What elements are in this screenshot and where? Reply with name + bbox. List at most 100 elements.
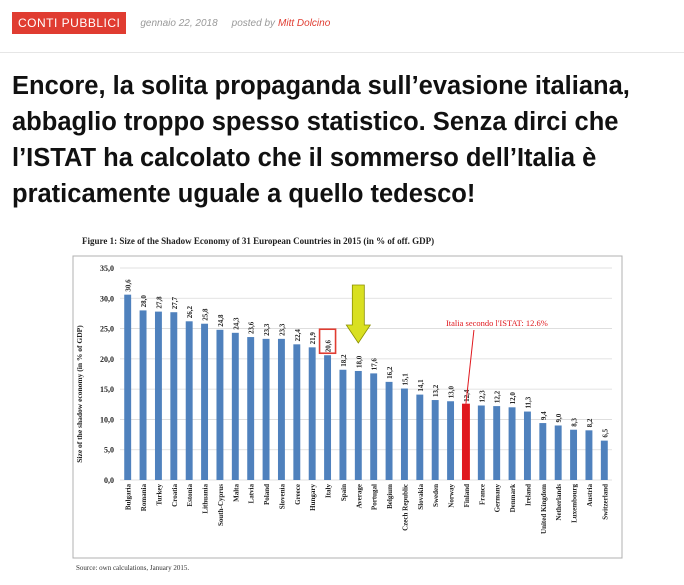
- y-axis-label: Size of the shadow economy (in % of GDP): [75, 325, 84, 463]
- x-category-label: Slovenia: [278, 484, 286, 510]
- bar: [247, 337, 255, 480]
- bar: [201, 323, 209, 480]
- bar: [277, 338, 285, 480]
- bar-value-label: 12,3: [478, 390, 486, 403]
- bar: [400, 388, 408, 480]
- author-link[interactable]: Mitt Dolcino: [278, 17, 331, 29]
- x-category-label: United Kingdom: [540, 484, 548, 534]
- bar-value-label: 27,8: [155, 296, 163, 309]
- bar-value-label: 18,2: [340, 354, 348, 367]
- bar-value-label: 17,6: [371, 358, 379, 371]
- x-category-label: Switzerland: [601, 484, 609, 520]
- bar: [539, 423, 547, 480]
- bar: [431, 400, 439, 480]
- figure-caption: Figure 1: Size of the Shadow Economy of …: [82, 236, 434, 246]
- category-badge[interactable]: CONTI PUBBLICI: [12, 12, 127, 34]
- bar-value-label: 21,9: [309, 332, 317, 345]
- bar: [385, 381, 393, 480]
- average-arrow: [345, 284, 372, 344]
- bar: [523, 411, 531, 480]
- bar-value-label: 30,6: [125, 279, 133, 292]
- x-category-label: Spain: [340, 484, 348, 501]
- figure-source: Source: own calculations, January 2015.: [76, 564, 189, 572]
- post-date: gennaio 22, 2018: [140, 17, 218, 29]
- bar: [139, 310, 147, 480]
- bar: [370, 373, 378, 480]
- bar-value-label: 8,2: [586, 418, 594, 427]
- shadow-economy-chart: Figure 1: Size of the Shadow Economy of …: [70, 230, 630, 580]
- x-category-label: Slovakia: [417, 484, 425, 510]
- posted-by-label: posted by: [231, 17, 276, 29]
- bar-value-label: 22,4: [294, 329, 302, 342]
- bar-value-label: 14,1: [417, 379, 425, 392]
- x-category-label: France: [478, 484, 486, 505]
- y-tick-label: 0,0: [104, 476, 114, 485]
- x-category-label: Lithuania: [202, 484, 210, 514]
- istat-annotation: Italia secondo l'ISTAT: 12.6%: [446, 318, 548, 328]
- bar-value-label: 13,2: [432, 384, 440, 397]
- bar: [554, 425, 562, 480]
- x-category-label: Denmark: [509, 484, 517, 512]
- y-tick-label: 30,0: [100, 294, 114, 303]
- bar: [170, 312, 178, 480]
- x-category-label: Average: [355, 484, 363, 508]
- x-category-label: Luxembourg: [571, 484, 579, 523]
- article-figure: Figure 1: Size of the Shadow Economy of …: [70, 230, 630, 580]
- bar-value-label: 8,3: [571, 417, 579, 426]
- italy-highlight-box: [318, 328, 337, 355]
- bar-value-label: 23,3: [263, 323, 271, 336]
- bar: [508, 407, 516, 480]
- x-category-label: Norway: [448, 484, 456, 508]
- istat-bar: [461, 403, 470, 480]
- y-tick-label: 15,0: [100, 385, 114, 394]
- x-category-label: Belgium: [386, 484, 394, 509]
- bar-value-label: 9,4: [540, 411, 548, 420]
- bar: [339, 369, 347, 480]
- bar-value-label: 26,2: [186, 306, 194, 319]
- bar-value-label: 11,3: [524, 396, 532, 408]
- bar-value-label: 28,0: [140, 295, 148, 308]
- bar-value-label: 20,6: [325, 339, 333, 352]
- x-category-label: Turkey: [155, 484, 163, 506]
- x-category-label: Estonia: [186, 484, 194, 507]
- x-category-label: Ireland: [524, 484, 532, 506]
- bar: [216, 329, 224, 480]
- bar: [570, 429, 578, 480]
- header-divider: [0, 52, 684, 53]
- x-category-label: Greece: [294, 484, 302, 505]
- x-category-label: Germany: [494, 484, 502, 513]
- chart-frame: [72, 255, 623, 559]
- x-category-label: Romania: [140, 484, 148, 512]
- bar-value-label: 27,7: [171, 296, 179, 309]
- bar: [447, 401, 455, 480]
- bar: [477, 405, 485, 480]
- y-tick-label: 5,0: [104, 446, 114, 455]
- x-category-label: Netherlands: [555, 484, 563, 521]
- y-tick-label: 20,0: [100, 355, 114, 364]
- bar-value-label: 15,1: [401, 373, 409, 386]
- bar: [416, 394, 424, 480]
- bar: [308, 347, 316, 480]
- x-category-label: Croatia: [171, 484, 179, 507]
- bar: [600, 440, 608, 480]
- bar: [324, 355, 332, 480]
- bar-value-label: 23,3: [278, 323, 286, 336]
- y-tick-label: 25,0: [100, 325, 114, 334]
- bar-value-label: 18,0: [355, 355, 363, 368]
- bar-value-label: 24,3: [232, 317, 240, 330]
- bar: [354, 370, 362, 480]
- post-meta: CONTI PUBBLICI gennaio 22, 2018 posted b…: [12, 12, 330, 34]
- x-category-label: Italy: [325, 484, 333, 499]
- bar-value-label: 9,0: [555, 413, 563, 422]
- bar-value-label: 6,5: [601, 428, 609, 437]
- x-category-label: Latvia: [248, 484, 256, 504]
- bar-value-label: 12,0: [509, 392, 517, 405]
- bar: [262, 338, 270, 480]
- bar: [231, 332, 239, 480]
- x-category-label: Finland: [463, 484, 471, 507]
- bar: [124, 294, 132, 480]
- bar: [493, 406, 501, 480]
- x-category-label: Poland: [263, 484, 271, 505]
- bar: [185, 321, 193, 480]
- bar-value-label: 13,0: [448, 386, 456, 399]
